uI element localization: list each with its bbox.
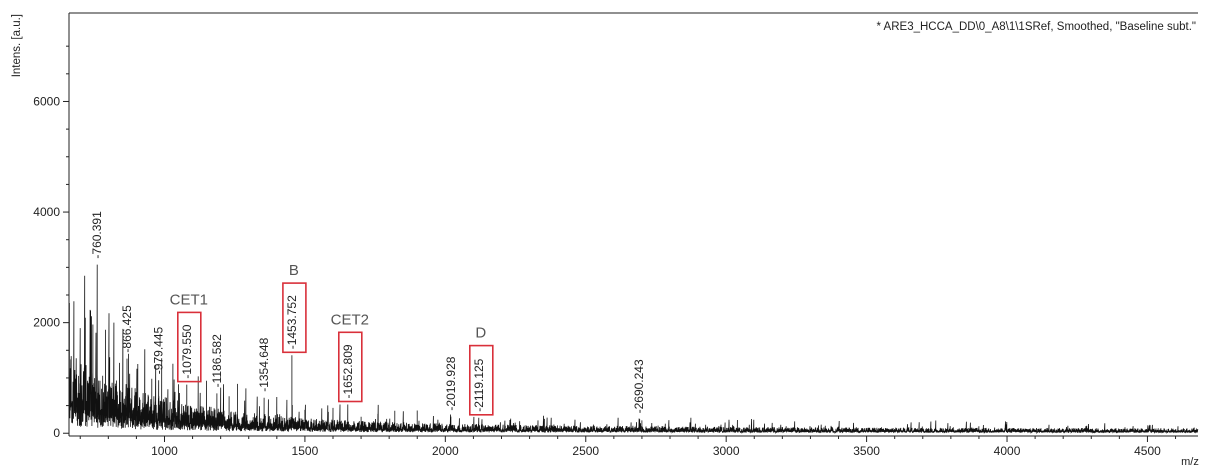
peak-label: -1079.550 <box>180 324 194 378</box>
chart-title: * ARE3_HCCA_DD\0_A8\1\1SRef, Smoothed, "… <box>877 21 1196 33</box>
peak-label: -979.445 <box>152 327 166 375</box>
y-tick-label: 0 <box>53 426 60 440</box>
y-tick-label: 4000 <box>33 205 60 219</box>
peak-label: -2019.928 <box>444 356 458 410</box>
peak-label: -1186.582 <box>210 334 224 387</box>
peak-highlight-box <box>468 344 494 416</box>
peak-highlight-box <box>282 282 307 354</box>
peak-label: -760.391 <box>90 211 104 259</box>
peak-highlight-box <box>177 311 202 383</box>
x-tick-label: 3500 <box>853 444 880 458</box>
peak-label: -2690.243 <box>632 359 646 413</box>
peak-label: -866.425 <box>120 305 134 353</box>
peak-label: -1354.648 <box>257 337 271 391</box>
x-tick-label: 1000 <box>151 444 178 458</box>
peak-label: -2119.125 <box>472 358 486 411</box>
y-tick-label: 6000 <box>33 94 60 108</box>
spectrum-trace <box>68 264 1199 435</box>
annotations-group: CET1 B CET2 D <box>170 262 487 342</box>
peak-annotation: D <box>475 325 486 342</box>
spectrum-group <box>68 264 1199 435</box>
x-tick-label: 3000 <box>713 444 740 458</box>
peak-label: -1652.809 <box>341 344 355 398</box>
y-tick-label: 2000 <box>33 316 60 330</box>
x-axis-label: m/z <box>1181 456 1199 468</box>
axes-group: 0 2000 4000 6000 1000 1500 2000 2500 3000 3500 400… <box>33 12 1198 458</box>
x-tick-label: 1500 <box>292 444 319 458</box>
peak-annotation: CET2 <box>331 311 369 328</box>
peak-labels-group: -760.391 -866.425 -979.445 -1079.550 -1186.5… <box>90 211 646 416</box>
x-tick-label: 2500 <box>572 444 599 458</box>
x-tick-label: 2000 <box>432 444 459 458</box>
x-tick-label: 4500 <box>1134 444 1161 458</box>
peak-annotation: CET1 <box>170 291 208 308</box>
x-tick-label: 4000 <box>994 444 1021 458</box>
y-axis-label: Intens. [a.u.] <box>11 14 23 77</box>
peak-annotation: B <box>289 262 299 279</box>
peak-label: -1453.752 <box>285 295 299 349</box>
peak-highlight-box <box>337 331 363 403</box>
